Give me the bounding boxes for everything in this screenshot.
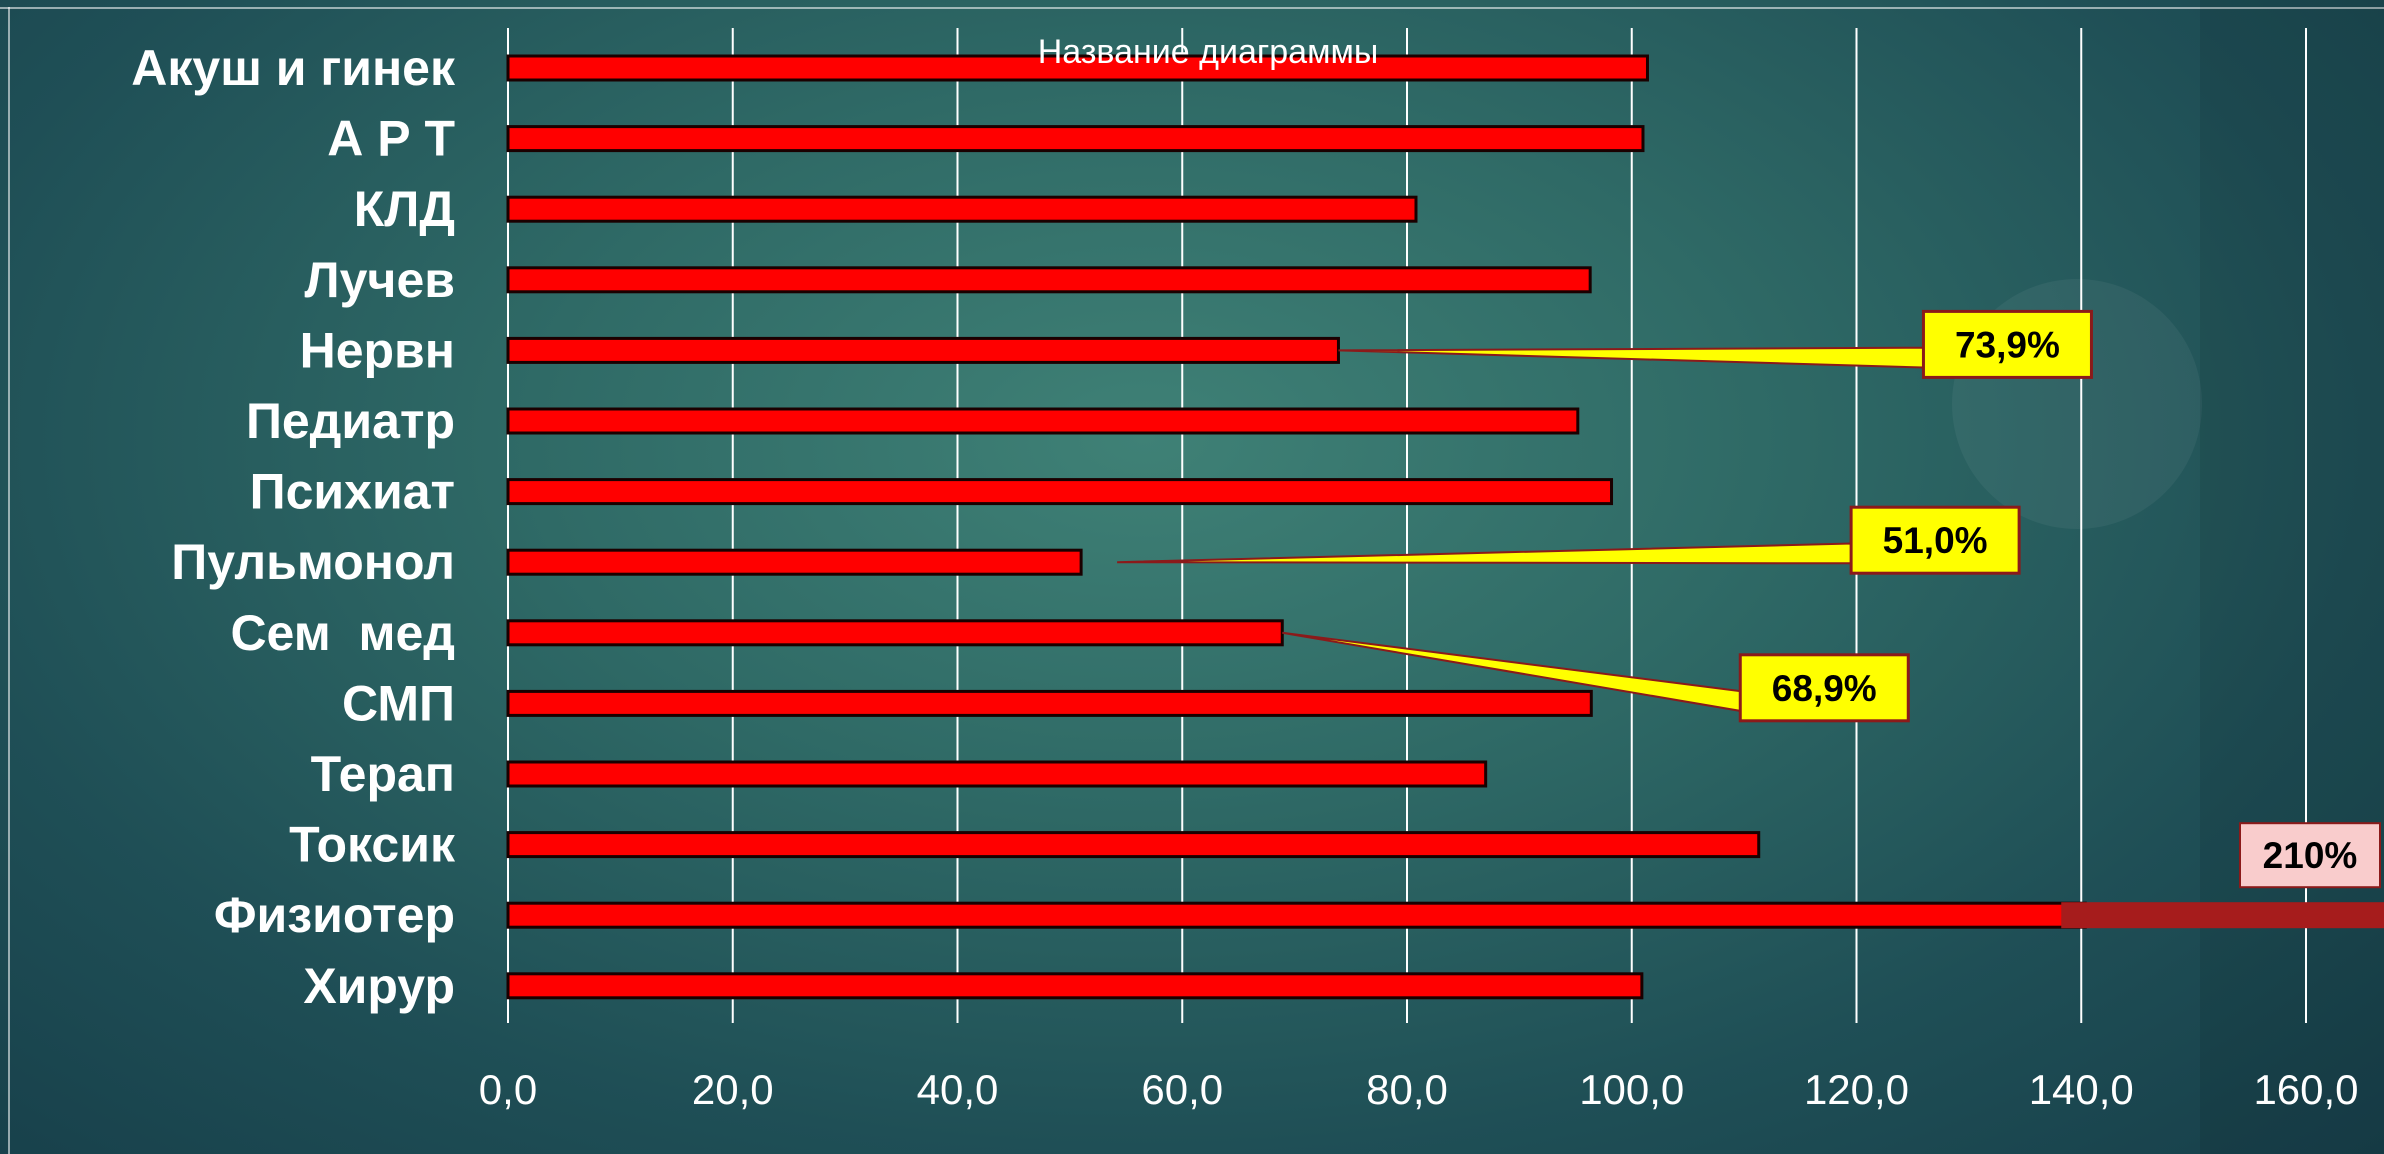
x-tick-label: 80,0: [1366, 1066, 1448, 1113]
category-label: КЛД: [354, 181, 455, 237]
callout-label: 51,0%: [1883, 520, 1988, 561]
x-tick-label: 20,0: [692, 1066, 774, 1113]
callouts: 73,9% 51,0% 68,9% 210%: [1117, 309, 2381, 889]
x-tick-label: 120,0: [1804, 1066, 1909, 1113]
bar: [506, 689, 1593, 717]
decor-shade: [2200, 0, 2384, 1154]
category-label: СМП: [342, 675, 455, 731]
category-label: Физиотер: [214, 887, 455, 943]
x-tick-label: 100,0: [1579, 1066, 1684, 1113]
bar: [506, 831, 1761, 859]
bar: [506, 125, 1645, 153]
callout-box: [1738, 653, 1910, 723]
category-label: Терап: [311, 746, 455, 802]
category-label: Сем мед: [230, 605, 455, 661]
callout-box: [1921, 309, 2093, 379]
category-label: Нервн: [300, 322, 455, 378]
frame-left-border: [8, 7, 10, 1154]
x-tick-label: 160,0: [2253, 1066, 2358, 1113]
callout-label: 210%: [2263, 835, 2358, 876]
category-label: А Р Т: [327, 111, 455, 167]
bar: [506, 478, 1614, 506]
category-labels: Акуш и гинек А Р Т КЛД Лучев Нервн Педиатр Пси…: [131, 40, 456, 1014]
bar-overflow: [2061, 902, 2384, 929]
category-label: Акуш и гинек: [131, 40, 456, 96]
callout-box: [2239, 822, 2381, 889]
callout-label: 73,9%: [1955, 324, 2060, 365]
bar: [506, 548, 1083, 576]
x-tick-label: 140,0: [2029, 1066, 2134, 1113]
x-tick-label: 60,0: [1141, 1066, 1223, 1113]
category-label: Токсик: [289, 817, 456, 873]
bar: [506, 336, 1340, 364]
chart-title: Название диаграммы: [1038, 33, 1379, 71]
category-label: Педиатр: [246, 393, 455, 449]
bar: [506, 619, 1284, 647]
callout-box: [1849, 505, 2021, 575]
category-label: Психиат: [250, 464, 455, 520]
bar: [506, 195, 1418, 223]
bars: [506, 54, 2384, 1000]
category-label: Хирур: [303, 958, 455, 1014]
background-decor: [1952, 0, 2384, 1154]
callout-label: 68,9%: [1772, 668, 1877, 709]
grid-lines: [507, 28, 2307, 1023]
bar: [506, 407, 1580, 435]
bar: [506, 972, 1644, 1000]
bar: [506, 760, 1488, 788]
bar: [506, 266, 1592, 294]
bar: [506, 901, 2087, 929]
frame-top-border: [0, 7, 2384, 9]
callout-pointer: [1117, 542, 1853, 565]
x-tick-label: 40,0: [917, 1066, 999, 1113]
category-label: Пульмонол: [171, 534, 455, 590]
category-label: Лучев: [305, 252, 455, 308]
x-tick-label: 0,0: [479, 1066, 537, 1113]
bar: [506, 54, 1649, 82]
x-tick-labels: 0,0 20,0 40,0 60,0 80,0 100,0 120,0 140,0 160,0: [479, 1066, 2359, 1113]
